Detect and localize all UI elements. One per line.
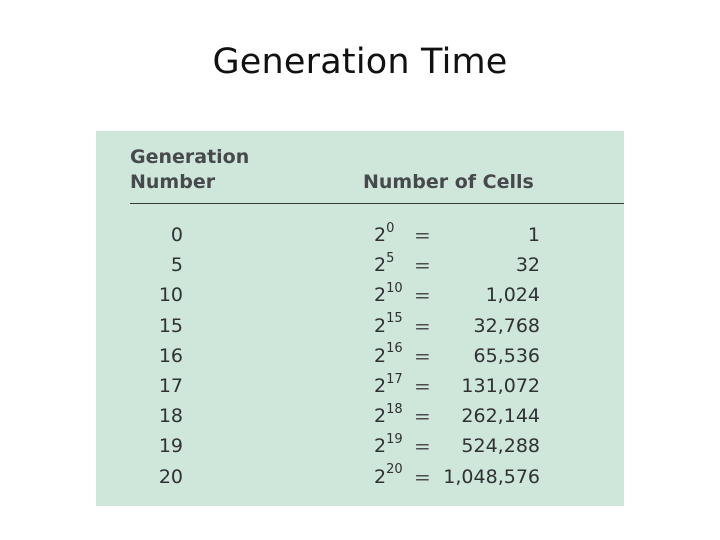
equals-sign: =	[414, 373, 431, 398]
generation-value: 0	[170, 224, 183, 246]
power-exponent: 16	[386, 341, 403, 357]
equals-sign: =	[414, 404, 431, 429]
header-divider	[130, 203, 624, 204]
power-expression: 215	[374, 312, 403, 337]
cells-value: 65,536	[473, 344, 540, 367]
table-row: 18 218 = 262,144	[96, 403, 624, 433]
power-exponent: 17	[386, 371, 403, 387]
power-base: 2	[374, 314, 387, 337]
power-exponent: 0	[386, 220, 395, 236]
cells-value: 1,048,576	[443, 465, 540, 488]
number-of-cells-header: Number of Cells	[363, 171, 534, 193]
table-row: 17 217 = 131,072	[96, 373, 624, 403]
equals-sign: =	[414, 223, 431, 247]
cells-value: 1	[527, 224, 540, 246]
power-expression: 220	[374, 463, 403, 488]
table-row: 19 219 = 524,288	[96, 433, 624, 463]
generation-value: 16	[158, 344, 183, 367]
power-expression: 216	[374, 342, 403, 367]
power-base: 2	[374, 405, 387, 428]
power-exponent: 10	[386, 281, 403, 297]
power-exponent: 20	[386, 462, 403, 478]
equals-sign: =	[414, 253, 431, 278]
generation-header-line1: Generation	[130, 146, 250, 168]
cells-value: 262,144	[461, 405, 540, 428]
generation-value: 17	[158, 374, 183, 397]
power-exponent: 5	[386, 250, 395, 266]
power-base: 2	[374, 465, 387, 488]
table-row: 15 215 = 32,768	[96, 312, 624, 343]
generation-value: 15	[158, 314, 183, 337]
power-exponent: 15	[386, 311, 403, 327]
power-expression: 217	[374, 371, 403, 397]
table-row: 10 210 = 1,024	[96, 282, 624, 312]
power-base: 2	[374, 224, 387, 246]
power-base: 2	[374, 374, 387, 397]
power-base: 2	[374, 435, 387, 458]
equals-sign: =	[414, 313, 431, 338]
table-row: 16 216 = 65,536	[96, 342, 624, 373]
equals-sign: =	[414, 464, 431, 489]
generation-value: 10	[158, 284, 183, 307]
generation-value: 20	[158, 465, 183, 488]
table-row: 0 20 = 1	[96, 222, 624, 252]
cells-value: 1,024	[485, 284, 540, 307]
power-exponent: 19	[386, 431, 403, 447]
cells-value: 524,288	[461, 435, 540, 458]
equals-sign: =	[414, 343, 431, 368]
cells-value: 32	[515, 254, 540, 277]
table-body: 0 20 = 1 5 25 = 32 10 210 = 1,024 15 215…	[96, 222, 624, 494]
power-exponent: 18	[386, 401, 403, 417]
generation-value: 19	[158, 435, 183, 458]
table-row: 5 25 = 32	[96, 252, 624, 282]
equals-sign: =	[414, 434, 431, 459]
power-expression: 25	[374, 250, 395, 277]
cells-value: 32,768	[473, 314, 540, 337]
generation-table: Generation Number Number of Cells 0 20 =…	[96, 131, 624, 506]
power-expression: 20	[374, 220, 395, 246]
power-expression: 219	[374, 431, 403, 458]
equals-sign: =	[414, 283, 431, 308]
power-expression: 218	[374, 401, 403, 428]
generation-number-header: Generation Number	[130, 145, 249, 195]
cells-value: 131,072	[461, 374, 540, 397]
table-row: 20 220 = 1,048,576	[96, 463, 624, 494]
slide-title: Generation Time	[212, 42, 508, 82]
power-base: 2	[374, 284, 387, 307]
power-expression: 210	[374, 281, 403, 307]
generation-value: 18	[158, 405, 183, 428]
power-base: 2	[374, 344, 387, 367]
power-base: 2	[374, 254, 387, 277]
generation-value: 5	[170, 254, 183, 277]
generation-header-line2: Number	[130, 171, 216, 193]
